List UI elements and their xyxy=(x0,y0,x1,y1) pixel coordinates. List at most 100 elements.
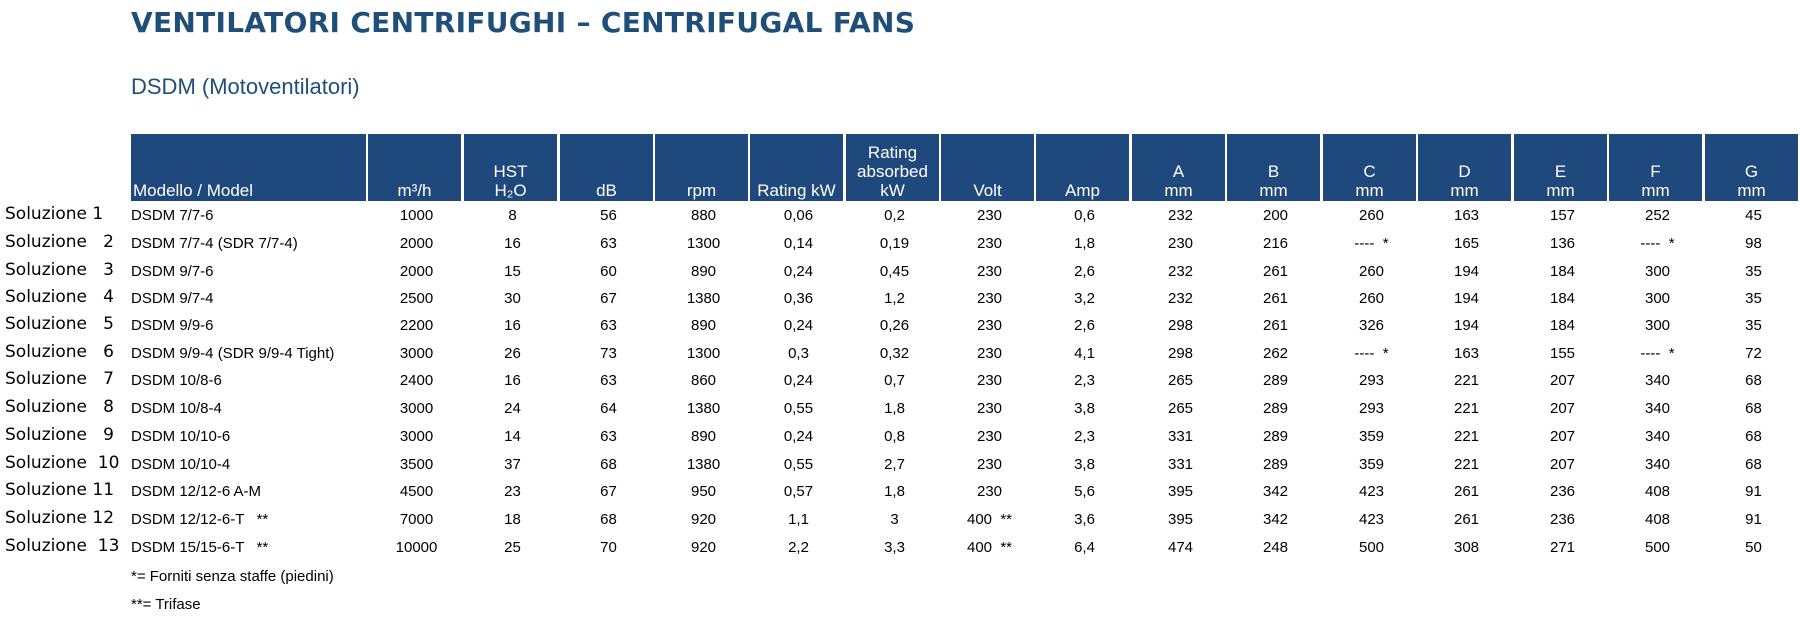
cell-db: 63 xyxy=(600,317,617,334)
header-label: mm xyxy=(1355,181,1384,200)
cell-db: 68 xyxy=(600,456,617,473)
cell-absorbed: 0,26 xyxy=(879,317,910,334)
cell-volt: 230 xyxy=(976,345,1003,362)
cell-a: 265 xyxy=(1167,400,1194,417)
cell-model: DSDM 9/7-4 xyxy=(131,290,214,307)
cell-volt: 400 ** xyxy=(966,511,1013,528)
cell-hst: 16 xyxy=(504,235,521,252)
cell-e: 236 xyxy=(1549,483,1576,500)
cell-volt: 230 xyxy=(976,263,1003,280)
cell-c: 260 xyxy=(1358,207,1385,224)
header-label: E xyxy=(1554,162,1567,181)
header-label: absorbed xyxy=(857,162,928,181)
cell-hst: 37 xyxy=(504,456,521,473)
cell-amp: 3,8 xyxy=(1074,456,1095,473)
cell-amp: 0,6 xyxy=(1074,207,1095,224)
cell-f: 252 xyxy=(1644,207,1671,224)
cell-hst: 15 xyxy=(504,263,521,280)
header-label: F xyxy=(1650,162,1661,181)
cell-db: 63 xyxy=(600,235,617,252)
cell-b: 216 xyxy=(1262,235,1289,252)
cell-model: DSDM 10/8-6 xyxy=(131,372,222,389)
cell-flow: 2200 xyxy=(399,317,434,334)
cell-absorbed: 3,3 xyxy=(884,539,905,556)
row-label: Soluzione 3 xyxy=(5,260,114,280)
cell-b: 289 xyxy=(1262,428,1289,445)
header-label: mm xyxy=(1164,181,1193,200)
cell-volt: 230 xyxy=(976,372,1003,389)
cell-rating: 0,55 xyxy=(783,400,814,417)
cell-amp: 2,6 xyxy=(1074,263,1095,280)
cell-b: 261 xyxy=(1262,317,1289,334)
cell-d: 163 xyxy=(1453,207,1480,224)
cell-amp: 6,4 xyxy=(1074,539,1095,556)
cell-volt: 230 xyxy=(976,400,1003,417)
cell-flow: 2000 xyxy=(399,235,434,252)
page-subtitle: DSDM (Motoventilatori) xyxy=(131,74,360,99)
row-label: Soluzione 1 xyxy=(5,204,104,224)
cell-flow: 2000 xyxy=(399,263,434,280)
cell-f: 340 xyxy=(1644,456,1671,473)
cell-a: 474 xyxy=(1167,539,1194,556)
cell-rpm: 890 xyxy=(690,263,717,280)
cell-rating: 0,14 xyxy=(783,235,814,252)
cell-c: ---- * xyxy=(1354,345,1389,362)
cell-flow: 10000 xyxy=(395,539,438,556)
cell-f: 500 xyxy=(1644,539,1671,556)
cell-db: 73 xyxy=(600,345,617,362)
cell-amp: 2,3 xyxy=(1074,428,1095,445)
cell-a: 298 xyxy=(1167,345,1194,362)
cell-e: 271 xyxy=(1549,539,1576,556)
header-label: B xyxy=(1267,162,1280,181)
cell-absorbed: 1,2 xyxy=(884,290,905,307)
cell-hst: 26 xyxy=(504,345,521,362)
cell-volt: 230 xyxy=(976,207,1003,224)
cell-e: 207 xyxy=(1549,428,1576,445)
cell-db: 63 xyxy=(600,372,617,389)
cell-d: 308 xyxy=(1453,539,1480,556)
cell-rpm: 920 xyxy=(690,539,717,556)
header-label: HST xyxy=(493,162,528,181)
row-label: Soluzione 10 xyxy=(5,453,120,473)
cell-rpm: 890 xyxy=(690,317,717,334)
cell-model: DSDM 10/8-4 xyxy=(131,400,222,417)
header-label: mm xyxy=(1737,181,1766,200)
cell-volt: 230 xyxy=(976,428,1003,445)
cell-c: 359 xyxy=(1358,428,1385,445)
cell-b: 248 xyxy=(1262,539,1289,556)
cell-flow: 3000 xyxy=(399,345,434,362)
cell-f: ---- * xyxy=(1640,235,1675,252)
cell-g: 35 xyxy=(1745,290,1762,307)
cell-rating: 0,24 xyxy=(783,428,814,445)
cell-amp: 3,8 xyxy=(1074,400,1095,417)
cell-f: 300 xyxy=(1644,263,1671,280)
cell-f: 340 xyxy=(1644,428,1671,445)
cell-hst: 8 xyxy=(508,207,517,224)
cell-c: 260 xyxy=(1358,263,1385,280)
cell-b: 342 xyxy=(1262,483,1289,500)
cell-g: 68 xyxy=(1745,372,1762,389)
cell-d: 194 xyxy=(1453,317,1480,334)
cell-hst: 25 xyxy=(504,539,521,556)
cell-b: 200 xyxy=(1262,207,1289,224)
cell-rating: 0,36 xyxy=(783,290,814,307)
cell-f: 340 xyxy=(1644,400,1671,417)
cell-e: 207 xyxy=(1549,372,1576,389)
cell-flow: 2500 xyxy=(399,290,434,307)
cell-absorbed: 2,7 xyxy=(884,456,905,473)
header-label: kW xyxy=(880,181,905,200)
cell-f: 300 xyxy=(1644,317,1671,334)
cell-f: 340 xyxy=(1644,372,1671,389)
header-rating: Rating kW xyxy=(750,134,843,201)
cell-model: DSDM 15/15-6-T ** xyxy=(131,539,269,556)
cell-volt: 400 ** xyxy=(966,539,1013,556)
cell-rating: 0,57 xyxy=(783,483,814,500)
cell-volt: 230 xyxy=(976,483,1003,500)
cell-g: 68 xyxy=(1745,400,1762,417)
row-label: Soluzione 6 xyxy=(5,342,114,362)
header-label: dB xyxy=(596,181,617,200)
